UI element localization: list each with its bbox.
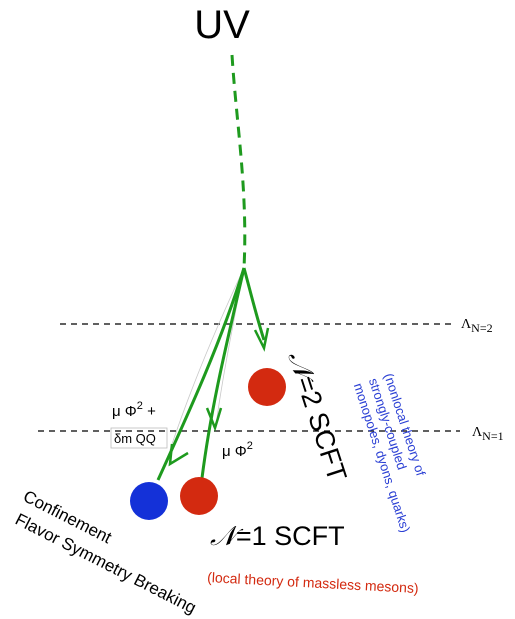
flow-to-n2 xyxy=(242,267,266,341)
n1-scft-point xyxy=(180,477,218,515)
lambda-n2-label: ΛN=2 xyxy=(461,317,493,335)
deformation-right: μ Φ2 xyxy=(222,440,253,460)
arrowhead-n2 xyxy=(253,327,270,352)
uv-flow-dashed xyxy=(230,54,247,269)
n1-scft-title: 𝒩=1 SCFT xyxy=(210,521,345,551)
n2-scft-title: 𝒩=2 SCFT xyxy=(282,348,352,485)
arrowhead-n1-upper xyxy=(205,407,223,432)
deformation-left-box xyxy=(110,427,168,449)
uv-label: UV xyxy=(194,3,250,47)
confinement-point xyxy=(130,482,168,520)
n1-scft-note: (local theory of massless mesons) xyxy=(207,569,419,596)
arrowhead-confinement xyxy=(168,443,189,467)
n2-scft-point xyxy=(248,368,286,406)
deformation-left-line1: μ Φ2 + xyxy=(112,400,156,420)
lambda-n1-label: ΛN=1 xyxy=(472,425,504,443)
deformation-left-line2: δm QQ xyxy=(114,431,156,446)
guide-line-left xyxy=(169,267,245,451)
flow-to-n1 xyxy=(200,267,246,479)
n2-scft-note: (nonlocal theory of strongly-coupled mon… xyxy=(351,371,429,534)
